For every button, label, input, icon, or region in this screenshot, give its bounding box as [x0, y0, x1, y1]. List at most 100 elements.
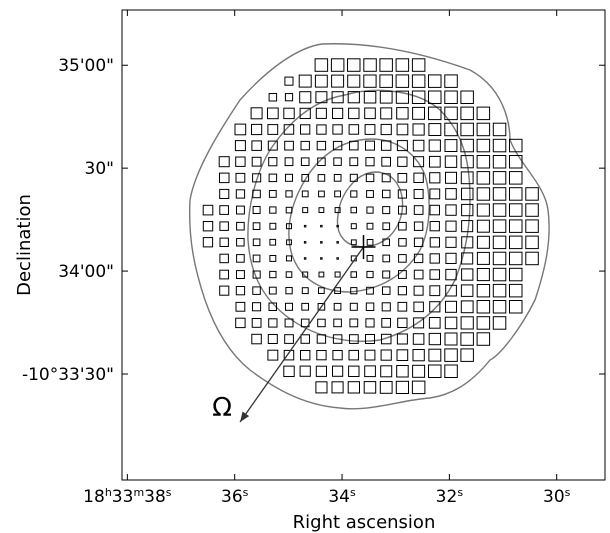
pixel-box — [300, 318, 310, 328]
pixel-box — [235, 172, 246, 183]
pixel-box — [382, 254, 391, 263]
contour-outer — [188, 43, 550, 410]
pixel-box — [252, 302, 262, 312]
pixel-box — [219, 172, 230, 184]
pixel-box — [380, 365, 393, 378]
pixel-box — [379, 58, 393, 72]
pixel-box — [444, 90, 458, 104]
pixel-box — [318, 287, 325, 294]
pixel-box — [413, 221, 424, 231]
pixel-box — [219, 269, 230, 280]
pixel-box — [461, 203, 474, 217]
pixel-box — [382, 222, 391, 231]
pixel-box — [492, 251, 507, 266]
pixel-box — [525, 219, 539, 233]
pixel-box — [445, 220, 457, 232]
pixel-box — [382, 189, 391, 199]
pixel-box — [476, 106, 491, 121]
omega-label: Ω — [212, 393, 232, 423]
y-tick-label: -10°33'30" — [22, 365, 114, 385]
pixel-box — [336, 224, 339, 228]
pixel-box — [492, 203, 507, 217]
pixel-box — [334, 287, 342, 295]
pixel-box — [236, 254, 245, 263]
pixel-box — [476, 171, 491, 185]
pixel-box — [380, 123, 392, 136]
pixel-box — [395, 58, 410, 72]
pixel-box — [302, 207, 309, 214]
pixel-box — [398, 254, 407, 263]
pixel-box — [492, 171, 507, 185]
pixel-box — [525, 203, 539, 217]
pixel-box — [303, 224, 307, 228]
pixel-box — [492, 122, 507, 137]
pixel-box — [315, 107, 327, 119]
pixel-box — [411, 74, 426, 88]
pixel-box — [509, 300, 523, 314]
pixel-box — [445, 252, 457, 265]
pixel-box — [364, 365, 376, 378]
pixel-box — [316, 350, 327, 361]
pixel-box — [413, 237, 424, 248]
pixel-box — [285, 271, 293, 278]
pixel-box — [492, 316, 507, 330]
pixel-box — [413, 156, 425, 168]
pixel-box — [397, 173, 408, 183]
pixel-box — [300, 124, 311, 135]
pixel-box — [364, 107, 376, 120]
pixel-box — [476, 316, 491, 330]
pixel-box — [284, 93, 294, 102]
pixel-box — [252, 206, 261, 214]
pixel-box — [320, 257, 323, 260]
pixel-box — [379, 74, 393, 88]
pixel-box — [429, 269, 440, 280]
contour-level-2 — [247, 89, 471, 342]
pixel-box — [269, 206, 277, 214]
x-axis: 18h33m38s 36s 34s 32s 30s — [83, 10, 571, 507]
y-axis-label: Declination — [14, 194, 35, 296]
pixel-box — [299, 365, 311, 377]
pixel-box — [476, 300, 491, 314]
pixel-box — [347, 381, 361, 394]
pixel-box — [412, 333, 425, 345]
pixel-box — [317, 157, 326, 166]
pixel-box — [299, 91, 312, 104]
pixel-box — [320, 224, 323, 228]
pixel-box — [285, 173, 293, 182]
pixel-box — [476, 203, 490, 217]
pixel-box — [444, 316, 458, 330]
pixel-box — [444, 106, 458, 121]
pixel-box — [350, 223, 357, 230]
pixel-box — [252, 238, 261, 247]
pixel-box — [250, 107, 263, 120]
pixel-box — [492, 283, 507, 298]
pixel-box — [525, 235, 539, 250]
pixel-box — [236, 270, 245, 280]
pixel-box — [316, 124, 327, 135]
pixel-box — [444, 332, 458, 346]
pixel-box — [428, 106, 442, 121]
pixel-box — [476, 332, 491, 346]
pixel-box — [461, 236, 474, 249]
pixel-box — [413, 189, 424, 199]
pixel-box — [301, 302, 309, 311]
pixel-box — [283, 124, 295, 135]
pixel-box — [350, 190, 358, 198]
pixel-box — [267, 349, 279, 361]
pixel-box — [350, 239, 357, 246]
pixel-box — [252, 173, 262, 183]
pixel-box — [429, 188, 441, 200]
pixel-box — [318, 271, 325, 278]
pixel-box — [509, 219, 523, 233]
pixel-box — [268, 173, 278, 183]
pixel-box — [396, 333, 408, 345]
pixel-box — [219, 221, 229, 231]
pixel-box — [330, 58, 345, 72]
pixel-box — [509, 203, 523, 217]
pixel-box — [428, 90, 442, 104]
pixel-box — [202, 221, 214, 232]
pixel-box — [252, 254, 261, 263]
pixel-box — [429, 285, 441, 297]
pixel-box — [285, 302, 293, 311]
